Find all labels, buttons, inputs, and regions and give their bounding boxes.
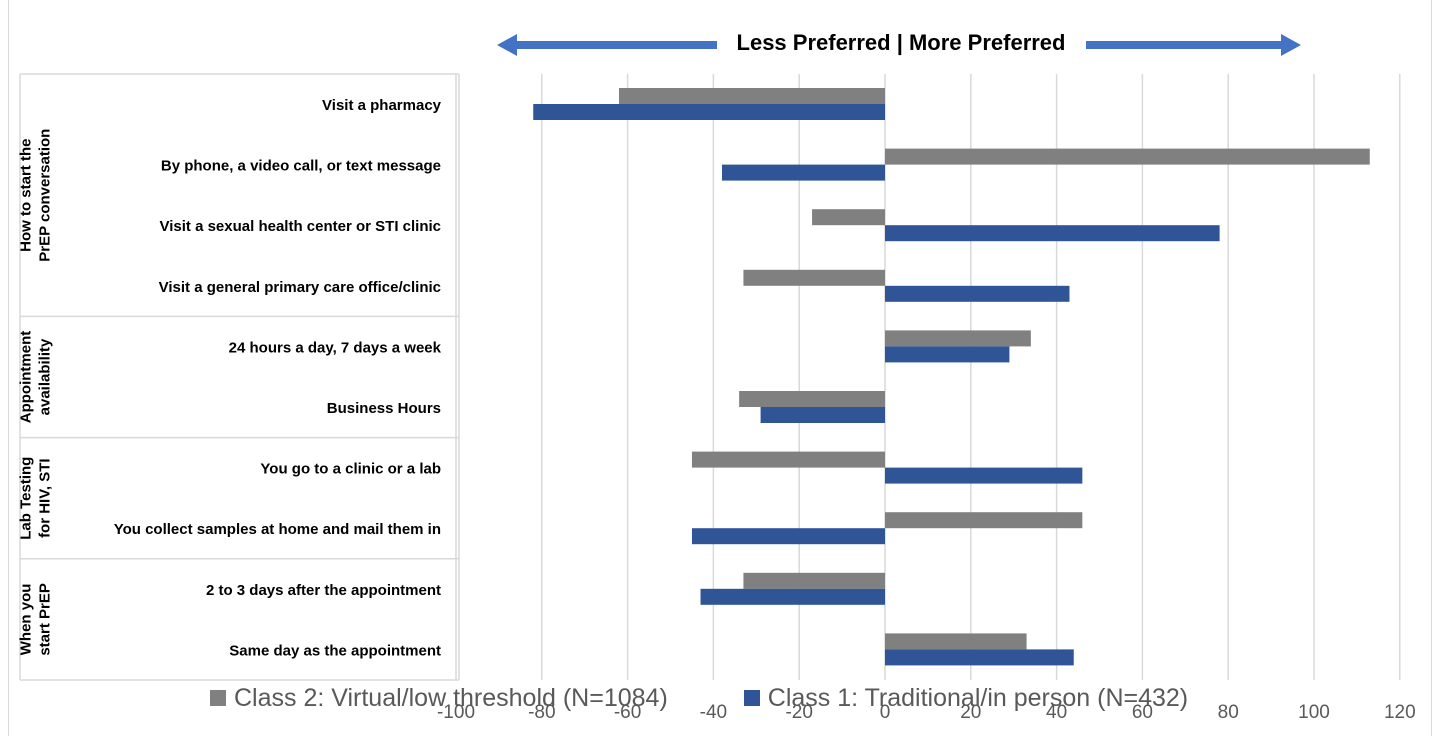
category-label: Visit a general primary care office/clin… xyxy=(159,279,441,296)
category-label: You go to a clinic or a lab xyxy=(260,461,441,478)
bar-class2 xyxy=(743,269,885,286)
x-tick-label: -20 xyxy=(785,702,812,723)
bar-class1 xyxy=(760,407,885,423)
legend-swatch-class1 xyxy=(743,690,760,706)
bar-class1 xyxy=(721,164,885,181)
x-tick-label: -80 xyxy=(528,702,555,723)
x-tick-label: 40 xyxy=(1046,702,1067,723)
bar-class1 xyxy=(533,104,885,120)
gridlines xyxy=(455,74,1401,680)
bar-class2 xyxy=(743,572,885,589)
x-tick-label: -100 xyxy=(437,702,475,723)
bar-class1 xyxy=(885,467,1083,484)
x-tick-labels: -100 -80 -60 -40 -20 0 20 40 60 80 100 120 xyxy=(437,702,1416,723)
group-label: Lab Testing for HIV, STI xyxy=(18,457,54,540)
x-tick-label: -60 xyxy=(614,702,641,723)
bar-class2 xyxy=(885,148,1370,165)
legend-swatch-class2 xyxy=(210,690,226,706)
bar-class1 xyxy=(691,528,885,545)
legend: Class 2: Virtual/low threshold (N=1084) … xyxy=(210,683,1264,713)
arrow-left-icon xyxy=(497,34,717,56)
bar-class1 xyxy=(700,588,885,605)
bar-class2 xyxy=(739,391,885,407)
bar-class2 xyxy=(885,512,1083,529)
x-tick-label: 100 xyxy=(1298,702,1330,723)
category-label: Visit a pharmacy xyxy=(322,97,442,114)
bar-class1 xyxy=(885,225,1220,242)
legend-label-class1: Class 1: Traditional/in person (N=432) xyxy=(767,683,1189,712)
x-tick-label: 20 xyxy=(960,702,981,723)
category-axis: How to start the PrEP conversation Appoint… xyxy=(18,73,460,681)
legend-item-class1: Class 1: Traditional/in person (N=432) xyxy=(743,683,1189,713)
bar-class2 xyxy=(812,209,885,226)
category-label: 24 hours a day, 7 days a week xyxy=(229,339,442,356)
bar-class1 xyxy=(885,346,1010,363)
arrow-right-icon xyxy=(1086,34,1301,56)
bar-class2 xyxy=(885,330,1031,347)
x-tick-label: 60 xyxy=(1132,702,1153,723)
x-tick-label: 80 xyxy=(1218,702,1239,723)
x-tick-label: 0 xyxy=(880,702,891,723)
preference-banner: Less Preferred | More Preferred xyxy=(736,30,1066,55)
category-label: Business Hours xyxy=(327,400,441,417)
category-label: By phone, a video call, or text message xyxy=(161,158,441,175)
group-label: Appointment availability xyxy=(18,331,54,423)
group-label: How to start the PrEP conversation xyxy=(18,129,54,262)
bar-class2 xyxy=(691,451,885,468)
category-label: You collect samples at home and mail the… xyxy=(114,521,441,538)
category-label: 2 to 3 days after the appointment xyxy=(206,582,441,599)
category-label: Visit a sexual health center or STI clin… xyxy=(160,218,442,235)
bars xyxy=(533,88,1370,666)
bar-class2 xyxy=(619,88,885,104)
bar-class1 xyxy=(885,285,1070,302)
legend-item-class2: Class 2: Virtual/low threshold (N=1084) xyxy=(210,684,668,713)
legend-label-class2: Class 2: Virtual/low threshold (N=1084) xyxy=(234,683,668,712)
x-tick-label: 120 xyxy=(1384,702,1416,723)
bar-class1 xyxy=(885,649,1074,666)
x-tick-label: -40 xyxy=(700,702,727,723)
bar-class2 xyxy=(885,633,1027,650)
chart-frame xyxy=(8,0,1432,736)
category-labels: Visit a pharmacy By phone, a video call, … xyxy=(114,97,442,659)
group-label: When you start PrEP xyxy=(18,583,54,656)
category-label: Same day as the appointment xyxy=(229,642,441,659)
